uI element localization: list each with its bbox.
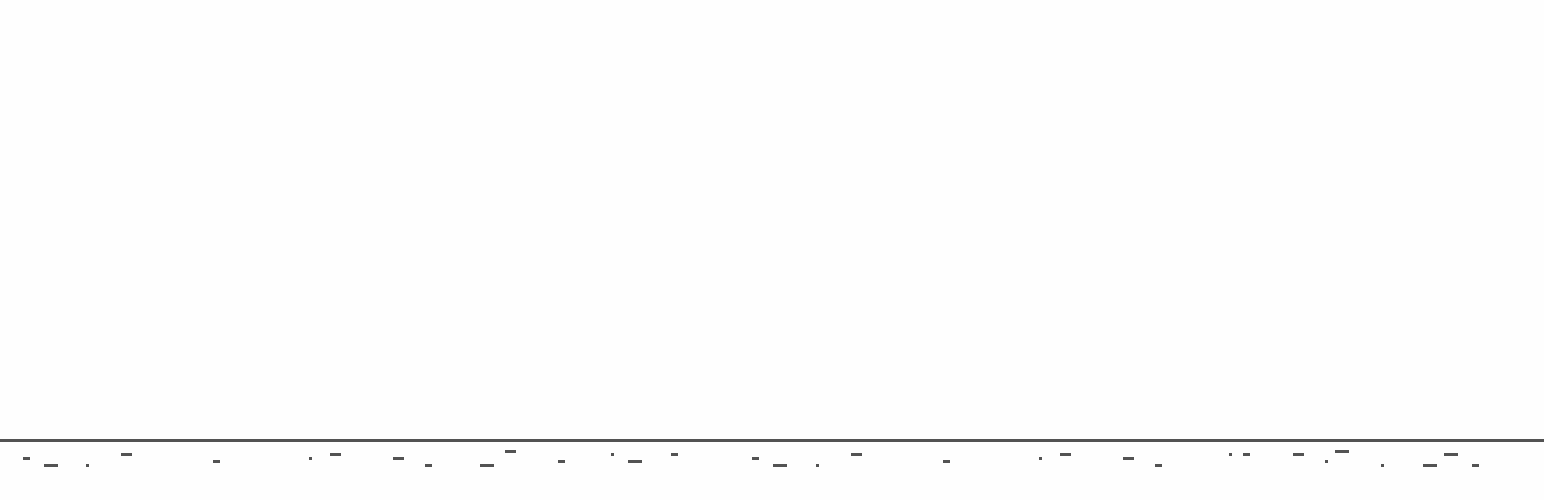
ground-pebble: [1472, 464, 1479, 467]
ground-pebble: [1325, 460, 1328, 463]
ground-pebble: [943, 460, 950, 463]
ground-pebble: [816, 464, 819, 467]
ground-pebble: [309, 457, 312, 460]
ground-pebble: [1335, 450, 1349, 453]
ground-pebble: [851, 453, 862, 456]
ground-pebble: [23, 457, 30, 460]
ground-pebble: [44, 464, 58, 467]
ground-pebble: [1381, 464, 1384, 467]
ground-pebble: [1060, 453, 1071, 456]
ground-pebble: [480, 464, 494, 467]
ground-pebble: [1155, 464, 1162, 467]
ground-pebble: [86, 464, 89, 467]
sky-area: [0, 0, 1544, 439]
ground-pebble: [121, 453, 132, 456]
ground-pebble: [1039, 457, 1042, 460]
ground-pebble: [671, 453, 678, 456]
ground-pebble: [505, 450, 516, 453]
ground-pebble: [425, 464, 432, 467]
ground-pebble: [752, 457, 759, 460]
ground-pebble: [1293, 453, 1304, 456]
ground-pebble: [330, 453, 341, 456]
ground-pebble: [1423, 464, 1437, 467]
ground-pebble: [1229, 453, 1232, 456]
ground-pebble: [213, 460, 220, 463]
ground-pebble: [1243, 453, 1250, 456]
ground-pebble: [611, 453, 614, 456]
ground-texture: [0, 442, 1544, 500]
ground-pebble: [1123, 457, 1134, 460]
ground-pebble: [1444, 453, 1458, 456]
ground-pebble: [773, 464, 787, 467]
ground-pebble: [558, 460, 565, 463]
ground-horizon-line: [0, 439, 1544, 442]
ground-pebble: [393, 457, 404, 460]
ground-pebble: [628, 460, 642, 463]
